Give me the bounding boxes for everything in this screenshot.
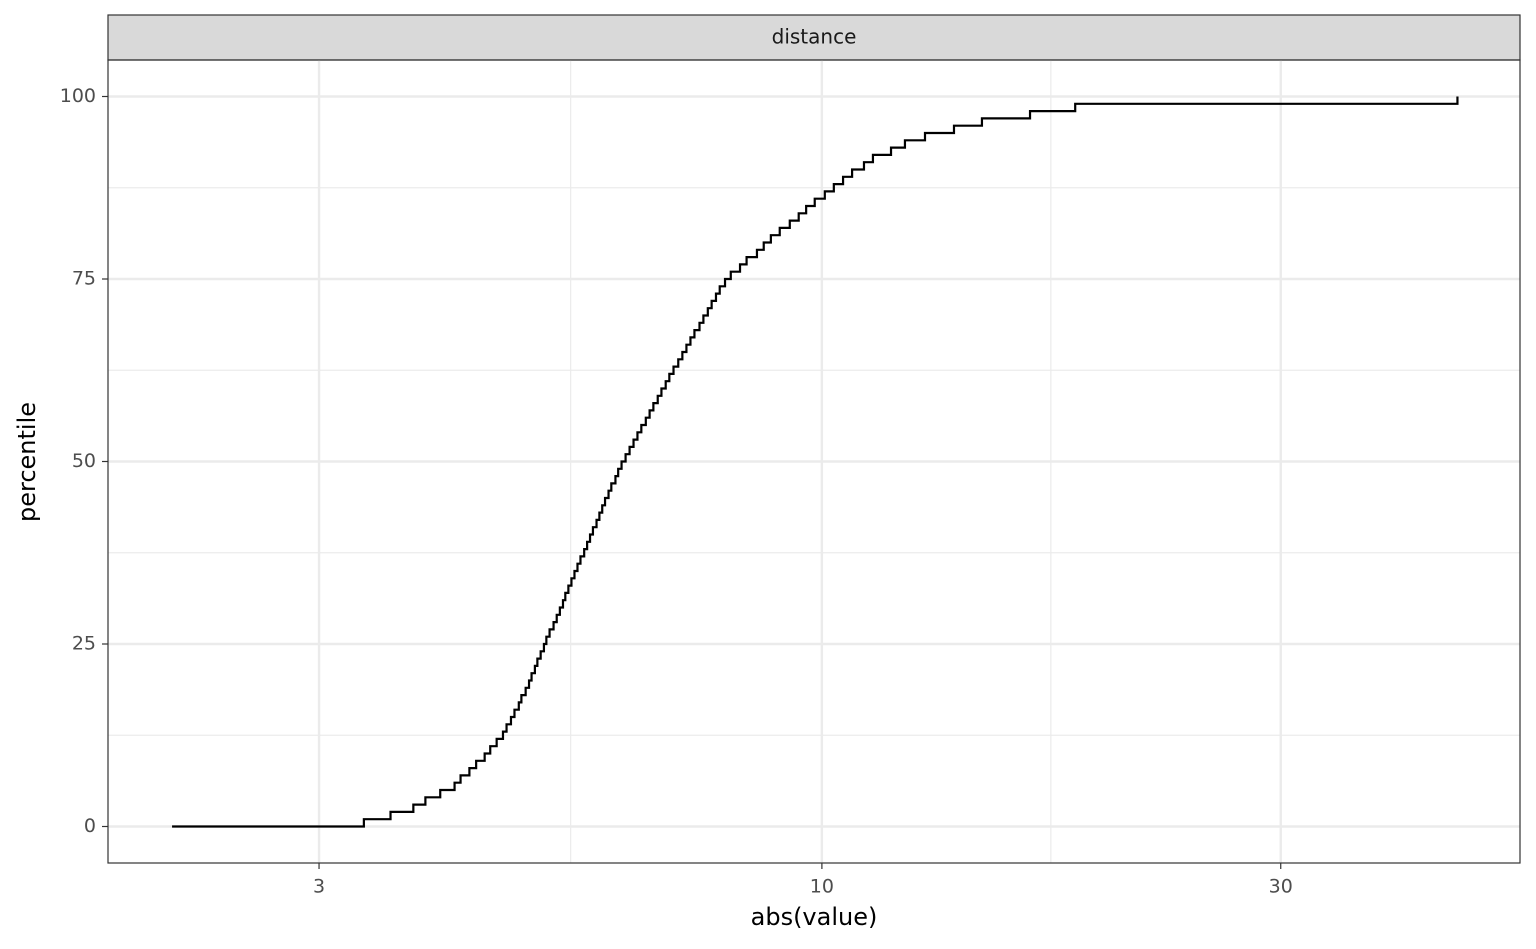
x-tick-label: 10	[810, 876, 834, 898]
facet-label: distance	[772, 25, 857, 49]
x-tick-label: 30	[1269, 876, 1293, 898]
y-tick-label: 25	[72, 633, 96, 655]
y-tick-label: 75	[72, 268, 96, 290]
y-tick-label: 0	[84, 815, 96, 837]
y-tick-label: 100	[60, 85, 96, 107]
y-axis-title: percentile	[13, 402, 41, 522]
x-tick-label: 3	[313, 876, 325, 898]
facet-strip	[107, 14, 1521, 61]
y-tick-label: 50	[72, 450, 96, 472]
x-axis-title: abs(value)	[751, 903, 878, 931]
panel-border	[107, 59, 1521, 864]
ecdf-line	[172, 96, 1459, 828]
